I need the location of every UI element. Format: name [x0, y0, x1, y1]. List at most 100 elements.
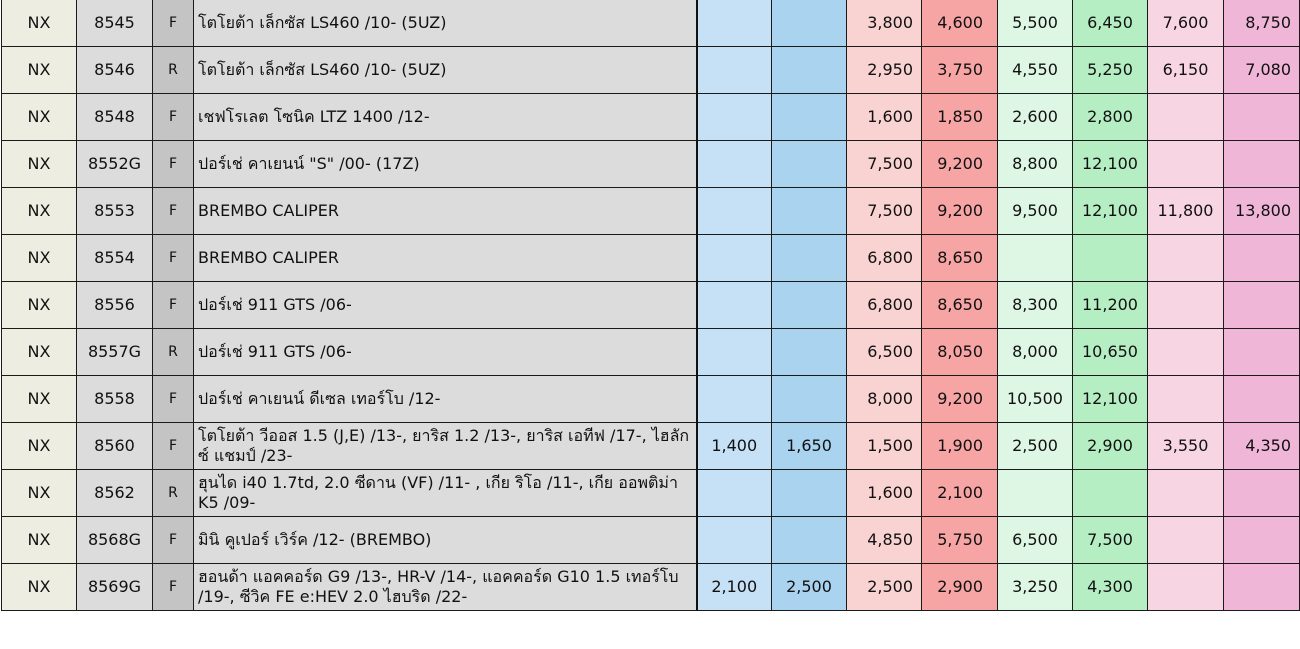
price-cell-3: 1,600 — [846, 93, 922, 141]
vehicle-description-cell: ปอร์เช่ 911 GTS /06- — [193, 328, 698, 376]
part-code-cell: 8548 — [76, 93, 153, 141]
position-cell: F — [152, 0, 194, 47]
price-cell-7 — [1147, 469, 1224, 517]
price-cell-5: 2,600 — [997, 93, 1073, 141]
price-cell-3: 6,800 — [846, 281, 922, 329]
brand-cell: NX — [1, 187, 77, 235]
price-cell-6: 12,100 — [1072, 375, 1148, 423]
price-cell-7 — [1147, 563, 1224, 611]
part-code-cell: 8546 — [76, 46, 153, 94]
table-body: NX 8545 F โตโยต้า เล็กซัส LS460 /10- (5UZ) 3… — [1, 0, 1300, 611]
price-cell-2 — [771, 0, 847, 47]
price-cell-8 — [1223, 328, 1300, 376]
price-cell-5: 8,000 — [997, 328, 1073, 376]
price-cell-2 — [771, 234, 847, 282]
price-cell-8 — [1223, 93, 1300, 141]
price-cell-5: 6,500 — [997, 516, 1073, 564]
table-row: NX 8548 F เชฟโรเลต โซนิค LTZ 1400 /12- 1,600… — [1, 93, 1300, 141]
price-cell-6 — [1072, 234, 1148, 282]
price-cell-4: 1,850 — [921, 93, 998, 141]
price-cell-3: 4,850 — [846, 516, 922, 564]
price-cell-6: 6,450 — [1072, 0, 1148, 47]
price-cell-6: 7,500 — [1072, 516, 1148, 564]
part-code-cell: 8558 — [76, 375, 153, 423]
position-cell: F — [152, 375, 194, 423]
price-cell-5: 5,500 — [997, 0, 1073, 47]
price-cell-1 — [696, 46, 772, 94]
table-row: NX 8546 R โตโยต้า เล็กซัส LS460 /10- (5UZ) 2… — [1, 46, 1300, 94]
part-code-cell: 8568G — [76, 516, 153, 564]
brand-cell: NX — [1, 93, 77, 141]
table-row: NX 8557G R ปอร์เช่ 911 GTS /06- 6,500 8,050 8,… — [1, 328, 1300, 376]
price-cell-4: 9,200 — [921, 187, 998, 235]
part-code-cell: 8556 — [76, 281, 153, 329]
table-row: NX 8554 F BREMBO CALIPER 6,800 8,650 — [1, 234, 1300, 282]
position-cell: F — [152, 234, 194, 282]
brand-cell: NX — [1, 516, 77, 564]
price-cell-7 — [1147, 516, 1224, 564]
vehicle-description-cell: ฮุนได i40 1.7td, 2.0 ซีดาน (VF) /11- , เ… — [193, 469, 698, 517]
table-row: NX 8552G F ปอร์เช่ คาเยนน์ "S" /00- (17Z) 7,… — [1, 140, 1300, 188]
price-cell-1 — [696, 0, 772, 47]
table-row: NX 8560 F โตโยต้า วีออส 1.5 (J,E) /13-, ยาร… — [1, 422, 1300, 470]
part-code-cell: 8545 — [76, 0, 153, 47]
vehicle-description-cell: โตโยต้า เล็กซัส LS460 /10- (5UZ) — [193, 46, 698, 94]
price-cell-4: 2,900 — [921, 563, 998, 611]
vehicle-description-cell: โตโยต้า วีออส 1.5 (J,E) /13-, ยาริส 1.2 … — [193, 422, 698, 470]
brand-cell: NX — [1, 469, 77, 517]
price-cell-8: 8,750 — [1223, 0, 1300, 47]
vehicle-description-cell: BREMBO CALIPER — [193, 187, 698, 235]
vehicle-description-cell: โตโยต้า เล็กซัส LS460 /10- (5UZ) — [193, 0, 698, 47]
price-cell-6: 5,250 — [1072, 46, 1148, 94]
table-row: NX 8558 F ปอร์เช่ คาเยนน์ ดีเซล เทอร์โบ /12… — [1, 375, 1300, 423]
brand-cell: NX — [1, 234, 77, 282]
position-cell: R — [152, 46, 194, 94]
price-cell-8 — [1223, 516, 1300, 564]
brand-cell: NX — [1, 140, 77, 188]
price-cell-5: 3,250 — [997, 563, 1073, 611]
price-cell-2 — [771, 516, 847, 564]
vehicle-description-cell: มินิ คูเปอร์ เวิร์ค /12- (BREMBO) — [193, 516, 698, 564]
price-cell-3: 2,500 — [846, 563, 922, 611]
price-cell-2: 1,650 — [771, 422, 847, 470]
price-cell-6: 2,800 — [1072, 93, 1148, 141]
price-cell-7: 11,800 — [1147, 187, 1224, 235]
price-cell-4: 3,750 — [921, 46, 998, 94]
price-cell-6: 12,100 — [1072, 187, 1148, 235]
brand-cell: NX — [1, 46, 77, 94]
price-cell-1 — [696, 281, 772, 329]
price-cell-6: 10,650 — [1072, 328, 1148, 376]
price-cell-8 — [1223, 375, 1300, 423]
price-cell-5: 2,500 — [997, 422, 1073, 470]
price-cell-1 — [696, 375, 772, 423]
price-cell-6 — [1072, 469, 1148, 517]
price-cell-2 — [771, 187, 847, 235]
price-cell-3: 1,600 — [846, 469, 922, 517]
price-cell-4: 9,200 — [921, 140, 998, 188]
price-cell-5: 9,500 — [997, 187, 1073, 235]
vehicle-description-cell: ปอร์เช่ คาเยนน์ ดีเซล เทอร์โบ /12- — [193, 375, 698, 423]
price-cell-1 — [696, 93, 772, 141]
price-cell-3: 7,500 — [846, 187, 922, 235]
price-cell-5: 10,500 — [997, 375, 1073, 423]
position-cell: R — [152, 469, 194, 517]
price-cell-1 — [696, 140, 772, 188]
price-cell-6: 4,300 — [1072, 563, 1148, 611]
table-row: NX 8569G F ฮอนด้า แอคคอร์ด G9 /13-, HR-V /1… — [1, 563, 1300, 611]
price-cell-8: 7,080 — [1223, 46, 1300, 94]
brand-cell: NX — [1, 563, 77, 611]
table-row: NX 8562 R ฮุนได i40 1.7td, 2.0 ซีดาน (VF) /… — [1, 469, 1300, 517]
vehicle-description-cell: ปอร์เช่ คาเยนน์ "S" /00- (17Z) — [193, 140, 698, 188]
price-cell-2 — [771, 469, 847, 517]
part-code-cell: 8562 — [76, 469, 153, 517]
price-cell-1: 1,400 — [696, 422, 772, 470]
brand-cell: NX — [1, 281, 77, 329]
price-cell-3: 2,950 — [846, 46, 922, 94]
price-cell-7: 3,550 — [1147, 422, 1224, 470]
price-cell-3: 6,500 — [846, 328, 922, 376]
brand-cell: NX — [1, 0, 77, 47]
vehicle-description-cell: ฮอนด้า แอคคอร์ด G9 /13-, HR-V /14-, แอคค… — [193, 563, 698, 611]
price-cell-5: 8,300 — [997, 281, 1073, 329]
price-cell-4: 8,650 — [921, 234, 998, 282]
price-cell-5 — [997, 234, 1073, 282]
